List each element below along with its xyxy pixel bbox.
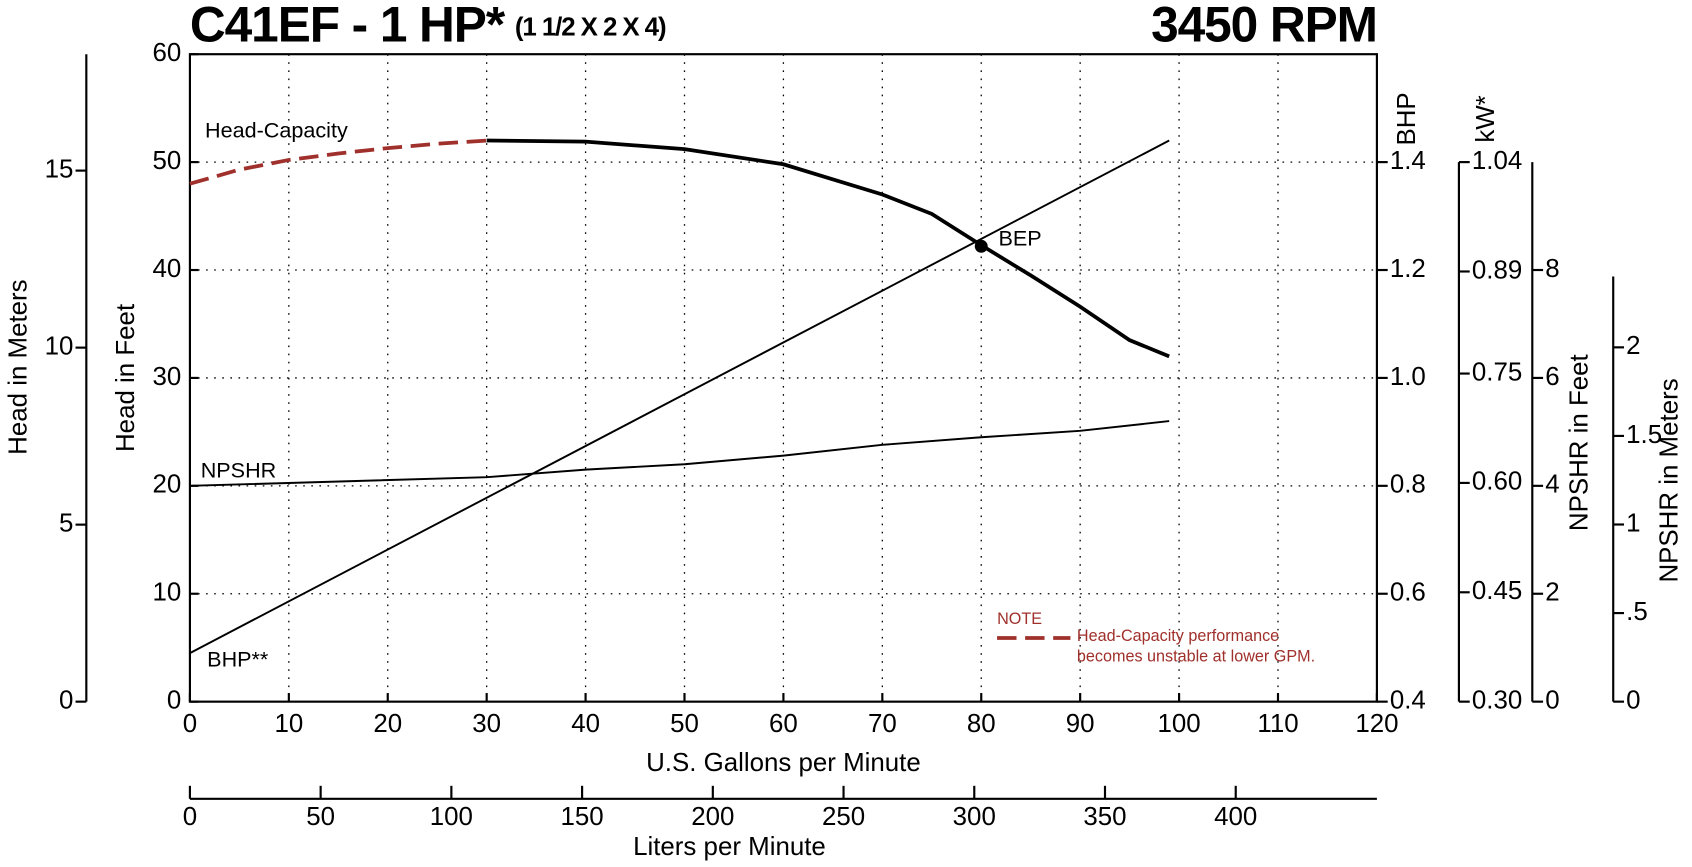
x-tick-label: 20 xyxy=(373,710,402,738)
x-axis-title: U.S. Gallons per Minute xyxy=(646,749,921,777)
axis-tick-label: 4 xyxy=(1545,471,1559,499)
bep-point xyxy=(974,239,988,253)
axis-tick-label: 5 xyxy=(59,509,73,537)
axis-tick-label: 0.60 xyxy=(1472,468,1522,496)
x-tick-label: 110 xyxy=(1257,710,1298,738)
x-tick-label: 40 xyxy=(571,710,600,738)
axis-title: BHP xyxy=(1393,92,1421,145)
axis-tick-label: 2 xyxy=(1545,579,1559,607)
axis-tick-label: 1.2 xyxy=(1390,255,1426,283)
axis-tick-label: 15 xyxy=(45,155,74,183)
note-line: Head-Capacity performance xyxy=(1077,627,1279,645)
x-tick-label: 70 xyxy=(868,710,897,738)
axis-tick-label: 0.6 xyxy=(1390,579,1426,607)
axis-title: kW* xyxy=(1472,95,1500,142)
x-tick-label: 30 xyxy=(472,710,501,738)
axis-tick-label: 1.04 xyxy=(1472,147,1522,175)
x2-axis-title: Liters per Minute xyxy=(633,833,826,861)
series-label: Head-Capacity xyxy=(205,118,348,143)
axis-tick-label: 0 xyxy=(1626,686,1640,714)
axis-tick-label: 0.30 xyxy=(1472,686,1522,714)
axis-tick-label: 0.89 xyxy=(1472,256,1522,284)
x-tick-label: 80 xyxy=(967,710,996,738)
x2-tick-label: 300 xyxy=(953,803,996,831)
x-tick-label: 120 xyxy=(1355,710,1398,738)
x2-tick-label: 150 xyxy=(561,803,604,831)
axis-tick-label: 10 xyxy=(45,332,74,360)
axis-title: Head in Meters xyxy=(4,279,32,454)
x2-tick-label: 0 xyxy=(183,803,197,831)
y-tick-label: 30 xyxy=(153,363,182,391)
title: C41EF - 1 HP* xyxy=(190,0,506,52)
axis-tick-label: 1.0 xyxy=(1390,363,1426,391)
axis-tick-label: 0.75 xyxy=(1472,358,1522,386)
subtitle: (1 1/2 X 2 X 4) xyxy=(515,13,666,41)
speed-label: 3450 RPM xyxy=(1151,0,1377,52)
series-label: BHP** xyxy=(207,646,269,671)
series-line xyxy=(189,138,487,186)
axis-tick-label: 6 xyxy=(1545,363,1559,391)
x2-tick-label: 350 xyxy=(1083,803,1126,831)
axis-tick-label: 1 xyxy=(1626,509,1640,537)
axis-tick-label: 1.5 xyxy=(1626,421,1662,449)
x-tick-label: 50 xyxy=(670,710,699,738)
x2-tick-label: 250 xyxy=(822,803,865,831)
y-tick-label: 20 xyxy=(153,471,182,499)
y-axis-title: Head in Feet xyxy=(112,304,140,452)
series-line xyxy=(189,420,1170,487)
axis-tick-label: 1.4 xyxy=(1390,147,1426,175)
y-tick-label: 40 xyxy=(153,255,182,283)
x2-tick-label: 400 xyxy=(1214,803,1257,831)
x-tick-label: 10 xyxy=(274,710,303,738)
x-tick-label: 0 xyxy=(183,710,197,738)
axis-tick-label: 0.8 xyxy=(1390,471,1426,499)
axis-tick-label: 0 xyxy=(59,686,73,714)
note-line: becomes unstable at lower GPM. xyxy=(1077,648,1315,666)
y-tick-label: 50 xyxy=(153,147,182,175)
axis-tick-label: 0 xyxy=(1545,686,1559,714)
note-title: NOTE xyxy=(997,610,1042,628)
series-line xyxy=(486,138,1170,359)
bep-label: BEP xyxy=(999,226,1042,251)
axis-tick-label: .5 xyxy=(1626,598,1648,626)
series-label: NPSHR xyxy=(201,458,277,483)
axis-tick-label: 2 xyxy=(1626,332,1640,360)
x2-tick-label: 100 xyxy=(430,803,473,831)
x-tick-label: 90 xyxy=(1066,710,1095,738)
series-line xyxy=(189,139,1170,654)
x-tick-label: 60 xyxy=(769,710,798,738)
axis-tick-label: 8 xyxy=(1545,255,1559,283)
x2-tick-label: 50 xyxy=(306,803,335,831)
axis-tick-label: 0.4 xyxy=(1390,686,1426,714)
axis-title: NPSHR in Feet xyxy=(1566,354,1594,531)
axis-title: NPSHR in Meters xyxy=(1655,378,1683,582)
y-tick-label: 0 xyxy=(167,686,181,714)
y-tick-label: 60 xyxy=(153,39,182,67)
y-tick-label: 10 xyxy=(153,579,182,607)
axis-tick-label: 0.45 xyxy=(1472,577,1522,605)
chart-title: C41EF - 1 HP* (1 1/2 X 2 X 4) xyxy=(190,0,666,52)
x2-tick-label: 200 xyxy=(691,803,734,831)
x-tick-label: 100 xyxy=(1157,710,1200,738)
